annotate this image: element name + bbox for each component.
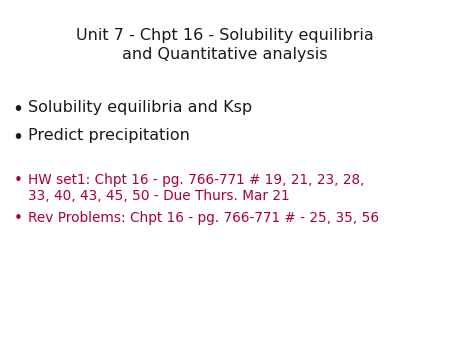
Text: HW set1: Chpt 16 - pg. 766-771 # 19, 21, 23, 28,: HW set1: Chpt 16 - pg. 766-771 # 19, 21,… bbox=[28, 173, 364, 187]
Text: •: • bbox=[13, 100, 23, 119]
Text: Predict precipitation: Predict precipitation bbox=[28, 128, 190, 143]
Text: Rev Problems: Chpt 16 - pg. 766-771 # - 25, 35, 56: Rev Problems: Chpt 16 - pg. 766-771 # - … bbox=[28, 211, 379, 225]
Text: Solubility equilibria and Ksp: Solubility equilibria and Ksp bbox=[28, 100, 252, 115]
Text: 33, 40, 43, 45, 50 - Due Thurs. Mar 21: 33, 40, 43, 45, 50 - Due Thurs. Mar 21 bbox=[28, 189, 290, 203]
Text: Unit 7 - Chpt 16 - Solubility equilibria
and Quantitative analysis: Unit 7 - Chpt 16 - Solubility equilibria… bbox=[76, 28, 374, 62]
Text: •: • bbox=[14, 173, 22, 188]
Text: •: • bbox=[13, 128, 23, 147]
Text: •: • bbox=[14, 211, 22, 226]
